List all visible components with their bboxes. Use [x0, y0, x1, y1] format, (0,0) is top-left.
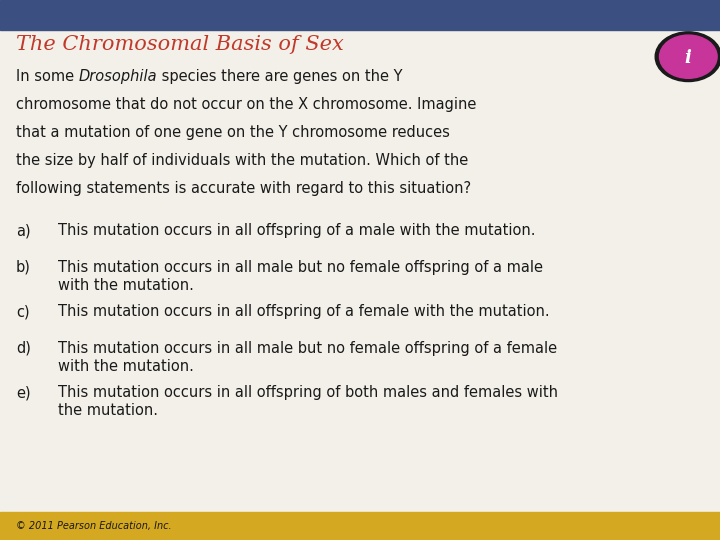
Text: species there are genes on the Y: species there are genes on the Y [157, 69, 402, 84]
Text: The Chromosomal Basis of Sex: The Chromosomal Basis of Sex [16, 35, 343, 54]
Text: the size by half of individuals with the mutation. Which of the: the size by half of individuals with the… [16, 153, 468, 168]
Text: In some: In some [16, 69, 78, 84]
Text: d): d) [16, 341, 31, 356]
Text: This mutation occurs in all offspring of both males and females with
the mutatio: This mutation occurs in all offspring of… [58, 385, 557, 418]
Text: Drosophila: Drosophila [78, 69, 157, 84]
Circle shape [660, 35, 717, 78]
Text: following statements is accurate with regard to this situation?: following statements is accurate with re… [16, 181, 471, 197]
Bar [0, 0, 720, 30]
Text: a): a) [16, 223, 30, 238]
Text: © 2011 Pearson Education, Inc.: © 2011 Pearson Education, Inc. [16, 521, 171, 531]
Text: This mutation occurs in all male but no female offspring of a male
with the muta: This mutation occurs in all male but no … [58, 260, 543, 293]
Text: i: i [685, 49, 692, 67]
Text: that a mutation of one gene on the Y chromosome reduces: that a mutation of one gene on the Y chr… [16, 125, 450, 140]
Text: e): e) [16, 385, 30, 400]
Text: This mutation occurs in all offspring of a male with the mutation.: This mutation occurs in all offspring of… [58, 223, 535, 238]
Circle shape [655, 32, 720, 82]
Text: b): b) [16, 260, 31, 275]
Text: c): c) [16, 304, 30, 319]
Text: This mutation occurs in all male but no female offspring of a female
with the mu: This mutation occurs in all male but no … [58, 341, 557, 374]
Bar [0, 512, 720, 540]
Text: chromosome that do not occur on the X chromosome. Imagine: chromosome that do not occur on the X ch… [16, 97, 476, 112]
Text: This mutation occurs in all offspring of a female with the mutation.: This mutation occurs in all offspring of… [58, 304, 549, 319]
